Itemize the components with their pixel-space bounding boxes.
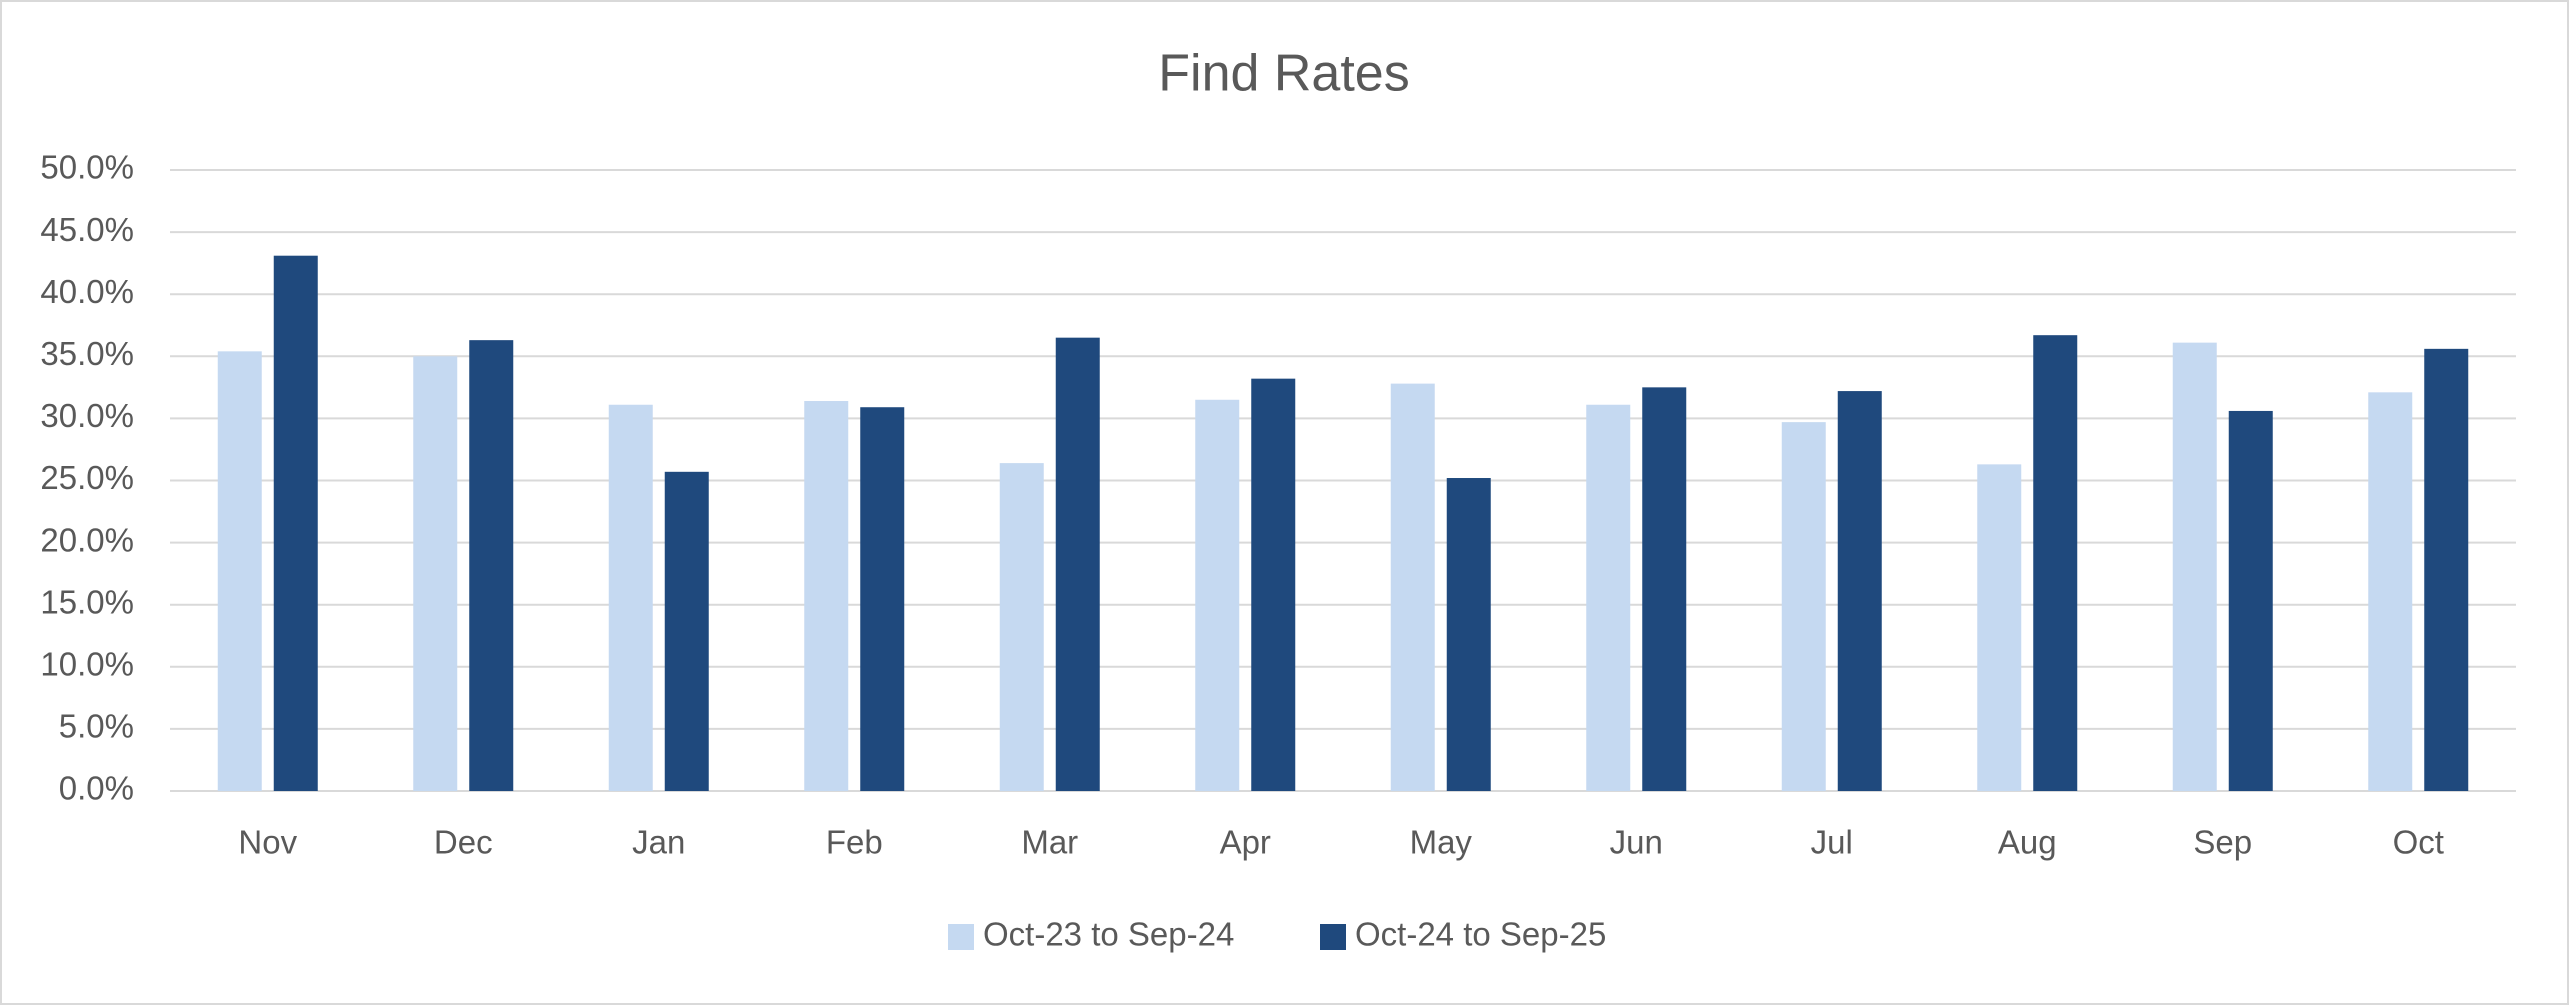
x-tick-label: Dec bbox=[434, 824, 493, 861]
x-tick-label: Sep bbox=[2193, 824, 2252, 861]
y-tick-label: 35.0% bbox=[40, 335, 134, 372]
bar bbox=[999, 463, 1044, 791]
bar bbox=[413, 356, 458, 791]
bar bbox=[2033, 335, 2078, 791]
bar bbox=[2228, 410, 2273, 791]
x-tick-label: Apr bbox=[1220, 824, 1271, 861]
bar bbox=[2424, 348, 2469, 791]
bar bbox=[1390, 383, 1435, 791]
bar bbox=[804, 401, 849, 791]
bar bbox=[1642, 387, 1687, 791]
bar bbox=[1977, 464, 2022, 791]
chart-title: Find Rates bbox=[1158, 45, 1409, 103]
bar bbox=[1195, 399, 1240, 791]
bar bbox=[2368, 392, 2413, 791]
legend-swatch bbox=[1320, 924, 1346, 950]
legend-swatch bbox=[948, 924, 974, 950]
y-tick-label: 45.0% bbox=[40, 211, 134, 248]
x-tick-label: Feb bbox=[826, 824, 883, 861]
y-tick-label: 20.0% bbox=[40, 521, 134, 558]
bar bbox=[1586, 404, 1631, 791]
bar bbox=[217, 351, 262, 791]
bar bbox=[1446, 478, 1491, 791]
bar bbox=[608, 404, 653, 791]
x-tick-label: Oct bbox=[2393, 824, 2444, 861]
y-tick-label: 50.0% bbox=[40, 149, 134, 186]
y-tick-label: 40.0% bbox=[40, 273, 134, 310]
y-tick-label: 10.0% bbox=[40, 646, 134, 683]
bar bbox=[1781, 422, 1826, 791]
bar bbox=[1837, 391, 1882, 791]
x-tick-label: Jun bbox=[1610, 824, 1663, 861]
x-tick-label: Nov bbox=[238, 824, 297, 861]
y-tick-label: 30.0% bbox=[40, 397, 134, 434]
y-tick-label: 5.0% bbox=[59, 708, 134, 745]
bar bbox=[860, 407, 905, 791]
bar bbox=[1251, 378, 1296, 791]
bar bbox=[469, 340, 514, 791]
legend-label: Oct-24 to Sep-25 bbox=[1355, 916, 1606, 953]
y-tick-label: 0.0% bbox=[59, 770, 134, 807]
x-tick-label: Jul bbox=[1811, 824, 1853, 861]
x-tick-label: Mar bbox=[1021, 824, 1078, 861]
x-tick-label: Aug bbox=[1998, 824, 2057, 861]
bar bbox=[2172, 342, 2217, 791]
bar bbox=[1055, 337, 1100, 791]
x-tick-label: Jan bbox=[632, 824, 685, 861]
bar bbox=[664, 471, 709, 791]
bar bbox=[273, 255, 318, 791]
y-tick-label: 25.0% bbox=[40, 459, 134, 496]
legend-label: Oct-23 to Sep-24 bbox=[983, 916, 1234, 953]
y-tick-label: 15.0% bbox=[40, 583, 134, 620]
x-tick-label: May bbox=[1410, 824, 1473, 861]
